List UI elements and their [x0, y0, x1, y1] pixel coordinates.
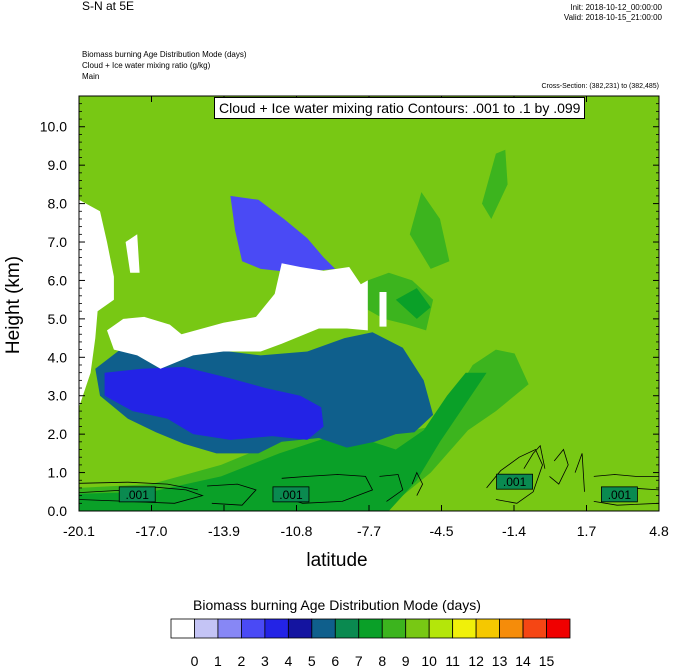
- field-region-0: [79, 199, 114, 408]
- colorbar-label: 14: [515, 653, 531, 668]
- x-tick-label: -7.7: [357, 523, 381, 539]
- cloud-contour-4: [379, 474, 404, 502]
- contour-label-box: [496, 473, 533, 490]
- field-line-1: Biomass burning Age Distribution Mode (d…: [82, 50, 247, 59]
- colorbar: 0 1 2 3 4 5 6 7 8 9 10 11 12 13 14 15: [170, 618, 571, 668]
- y-tick-label: 9.0: [48, 157, 68, 173]
- colorbar-title: Biomass burning Age Distribution Mode (d…: [193, 597, 481, 613]
- y-tick-label: 4.0: [48, 349, 68, 365]
- colorbar-label: 11: [445, 653, 460, 668]
- contour-label-box: [601, 486, 638, 503]
- y-tick-label: 8.0: [48, 196, 68, 212]
- colorbar-label: 1: [214, 653, 222, 668]
- colorbar-swatch: [452, 618, 477, 639]
- colorbar-label: 15: [539, 653, 555, 668]
- contour-label: .001: [279, 488, 303, 502]
- contour-label-box: [272, 486, 310, 503]
- field-region-8: [79, 372, 487, 511]
- cloud-contour-5: [411, 471, 424, 496]
- field-region-3: [230, 195, 336, 273]
- y-tick-label: 6.0: [48, 272, 68, 288]
- colorbar-label: 13: [492, 653, 508, 668]
- colorbar-swatch: [499, 618, 524, 639]
- x-tick-label: -13.9: [208, 523, 240, 539]
- contour-label: .001: [503, 475, 527, 489]
- field-line-2: Cloud + Ice water mixing ratio (g/kg): [82, 61, 211, 70]
- x-tick-label: 4.8: [649, 523, 669, 539]
- y-tick-label: 10.0: [40, 119, 67, 135]
- colorbar-label: 5: [308, 653, 316, 668]
- colorbar-label: 8: [378, 653, 386, 668]
- chart-title: Cloud + Ice water mixing ratio Contours:…: [214, 97, 586, 119]
- field-region-9: [409, 192, 450, 269]
- colorbar-label: 2: [238, 653, 246, 668]
- colorbar-swatch: [311, 618, 336, 639]
- colorbar-swatch: [170, 618, 195, 639]
- colorbar-swatch: [546, 618, 571, 639]
- x-tick-label: -10.8: [281, 523, 313, 539]
- colorbar-swatch: [405, 618, 430, 639]
- cloud-contour-2: [207, 483, 257, 506]
- cloud-contour-3: [279, 474, 374, 504]
- colorbar-label: 9: [402, 653, 410, 668]
- plot-area: .001 .001 .001 .001: [79, 96, 659, 511]
- colorbar-swatch: [334, 618, 360, 639]
- x-tick-label: -17.0: [136, 523, 168, 539]
- colorbar-swatch: [217, 618, 242, 639]
- cloud-contour-8: [549, 448, 569, 485]
- y-tick-label: 1.0: [48, 465, 68, 481]
- cloud-contour-9: [574, 453, 585, 492]
- colorbar-label: 0: [191, 653, 199, 668]
- cross-section-label: Cross-Section: (382,231) to (382,485): [541, 83, 659, 90]
- field-region-0: [125, 234, 140, 273]
- cloud-contour-7: [523, 444, 546, 469]
- y-tick-label: 2.0: [48, 426, 68, 442]
- x-tick-label: -4.5: [429, 523, 453, 539]
- cloud-contour-12: [593, 501, 659, 506]
- x-tick-label: -1.4: [502, 523, 526, 539]
- cloud-contour-10: [593, 474, 659, 477]
- field-region-8: [395, 288, 431, 319]
- x-axis-label: latitude: [306, 550, 368, 571]
- colorbar-label: 10: [421, 653, 437, 668]
- colorbar-swatch: [241, 618, 266, 639]
- colorbar-label: 4: [284, 653, 292, 668]
- x-tick-label: 1.7: [577, 523, 597, 539]
- y-axis-label: Height (km): [3, 255, 24, 355]
- field-region-4: [104, 366, 324, 440]
- y-tick-label: 5.0: [48, 311, 68, 327]
- x-tick-label: -20.1: [63, 523, 95, 539]
- init-time: Init: 2018-10-12_00:00:00: [570, 3, 662, 12]
- valid-time: Valid: 2018-10-15_21:00:00: [563, 13, 662, 22]
- colorbar-label: 3: [261, 653, 269, 668]
- colorbar-swatch: [428, 618, 454, 639]
- field-line-3: Main: [82, 72, 100, 81]
- axes: 0.0 1.0 2.0 3.0 4.0 5.0 6.0 7.0 8.0 9.0 10.0 -20.1 -…: [40, 95, 669, 539]
- y-tick-label: 7.0: [48, 234, 68, 250]
- colorbar-swatch: [264, 618, 289, 639]
- colorbar-label: 7: [355, 653, 363, 668]
- contour-label: .001: [608, 488, 632, 502]
- cloud-contour-6: [486, 448, 543, 504]
- y-tick-label: 0.0: [48, 503, 68, 519]
- colorbar-swatch: [475, 618, 500, 639]
- field-region-0: [379, 292, 387, 327]
- colorbar-label: 12: [468, 653, 484, 668]
- contour-label-box: [118, 486, 156, 503]
- colorbar-swatch: [381, 618, 407, 639]
- y-tick-label: 3.0: [48, 388, 68, 404]
- contour-label: .001: [126, 488, 150, 502]
- field-region-0: [107, 263, 368, 369]
- field-region-9: [482, 149, 508, 219]
- top-left-label: S-N at 5E: [82, 0, 135, 13]
- colorbar-swatch: [522, 618, 547, 639]
- cloud-contour-1: [79, 481, 198, 491]
- colorbar-label: 6: [331, 653, 339, 668]
- colorbar-swatch: [358, 618, 383, 639]
- colorbar-swatch: [194, 618, 219, 639]
- colorbar-swatch: [287, 618, 313, 639]
